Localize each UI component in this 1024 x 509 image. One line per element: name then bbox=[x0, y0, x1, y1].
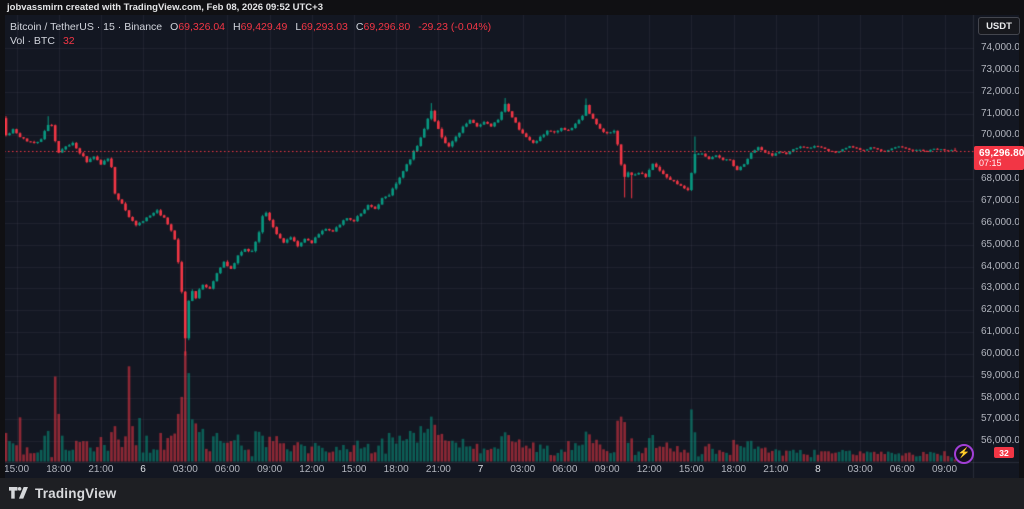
price-axis-label: 58,000.00 bbox=[981, 391, 1024, 403]
last-price-badge: 69,296.80 07:15 bbox=[974, 145, 1024, 170]
time-axis-label: 12:00 bbox=[636, 464, 662, 475]
tradingview-wordmark[interactable]: TradingView bbox=[35, 486, 117, 501]
price-axis-label: 64,000.00 bbox=[981, 260, 1024, 272]
time-axis-label: 21:00 bbox=[425, 464, 451, 475]
time-axis-label: 15:00 bbox=[4, 464, 30, 475]
close-value: C 69,296.80 bbox=[355, 21, 411, 33]
time-axis-label: 21:00 bbox=[763, 464, 789, 475]
time-axis-day-label: 8 bbox=[815, 464, 821, 475]
open-value: O 69,326.04 bbox=[170, 21, 226, 33]
time-axis-label: 21:00 bbox=[88, 464, 114, 475]
volume-value: 32 bbox=[62, 35, 75, 47]
attribution-bar: jobvassmirn created with TradingView.com… bbox=[0, 0, 1024, 15]
lightning-icon: ⚡ bbox=[954, 444, 974, 464]
volume-label: Vol · BTC bbox=[10, 35, 55, 47]
footer-bar: TradingView bbox=[0, 478, 1024, 509]
attribution-text: jobvassmirn created with TradingView.com… bbox=[7, 2, 324, 13]
candle-countdown: 07:15 bbox=[979, 157, 1002, 168]
price-axis-label: 66,000.00 bbox=[981, 216, 1024, 228]
price-axis-label: 62,000.00 bbox=[981, 304, 1024, 316]
legend-symbol-row: Bitcoin / TetherUS · 15 · Binance O 69,32… bbox=[10, 20, 491, 34]
price-axis-label: 61,000.00 bbox=[981, 326, 1024, 338]
price-scale[interactable]: 74,000.00 73,000.00 72,000.00 71,000.00 70,0… bbox=[973, 15, 1024, 462]
price-axis-label: 74,000.00 bbox=[981, 42, 1024, 53]
time-axis-label: 06:00 bbox=[552, 464, 578, 475]
time-axis-label: 03:00 bbox=[847, 464, 873, 475]
price-chart-canvas[interactable] bbox=[0, 15, 1024, 478]
change-value: -29.23 (-0.04%) bbox=[418, 21, 492, 33]
right-frame-strip bbox=[1019, 15, 1024, 478]
price-axis-label: 72,000.00 bbox=[981, 85, 1024, 97]
time-axis-label: 06:00 bbox=[889, 464, 915, 475]
last-volume-badge: 32 bbox=[994, 447, 1014, 458]
time-axis-label: 15:00 bbox=[341, 464, 367, 475]
time-axis-day-label: 6 bbox=[140, 464, 146, 475]
price-axis-label: 63,000.00 bbox=[981, 282, 1024, 294]
price-axis-label: 56,000.00 bbox=[981, 435, 1024, 447]
price-axis-label: 68,000.00 bbox=[981, 173, 1024, 185]
high-value: H 69,429.49 bbox=[233, 21, 288, 33]
time-axis-label: 15:00 bbox=[678, 464, 704, 475]
left-frame-strip bbox=[0, 15, 5, 478]
time-axis-label: 03:00 bbox=[172, 464, 198, 475]
time-axis-label: 18:00 bbox=[46, 464, 72, 475]
price-axis-label: 67,000.00 bbox=[981, 194, 1024, 206]
price-axis-label: 65,000.00 bbox=[981, 238, 1024, 250]
low-value: L 69,293.03 bbox=[295, 21, 348, 33]
chart-area: Bitcoin / TetherUS · 15 · Binance O 69,32… bbox=[0, 15, 1024, 478]
time-axis-label: 12:00 bbox=[299, 464, 325, 475]
tradingview-logo-icon[interactable] bbox=[9, 486, 28, 501]
legend-volume-row: Vol · BTC 32 bbox=[10, 34, 491, 48]
price-axis-label: 73,000.00 bbox=[981, 63, 1024, 75]
price-axis-label: 71,000.00 bbox=[981, 107, 1024, 119]
price-axis-label: 59,000.00 bbox=[981, 369, 1024, 381]
time-axis-label: 09:00 bbox=[257, 464, 283, 475]
symbol-name[interactable]: Bitcoin / TetherUS · 15 · Binance bbox=[10, 21, 163, 33]
time-axis-label: 06:00 bbox=[214, 464, 240, 475]
price-axis-label: 57,000.00 bbox=[981, 413, 1024, 425]
time-axis-day-label: 7 bbox=[477, 464, 484, 475]
time-axis-label: 18:00 bbox=[721, 464, 747, 475]
time-scale[interactable]: 15:00 18:00 21:00 6 03:00 06:00 09:00 12:00 15:0… bbox=[0, 462, 974, 478]
last-price-value: 69,296.80 bbox=[979, 147, 1024, 159]
price-axis-label: 70,000.00 bbox=[981, 129, 1024, 141]
price-axis-label: 60,000.00 bbox=[981, 347, 1024, 359]
time-axis-label: 18:00 bbox=[383, 464, 409, 475]
chart-legend: Bitcoin / TetherUS · 15 · Binance O 69,32… bbox=[10, 20, 491, 48]
currency-toggle-button[interactable]: USDT bbox=[978, 17, 1020, 35]
time-axis-label: 09:00 bbox=[594, 464, 620, 475]
time-axis-label: 09:00 bbox=[931, 464, 958, 475]
time-axis-label: 03:00 bbox=[510, 464, 536, 475]
